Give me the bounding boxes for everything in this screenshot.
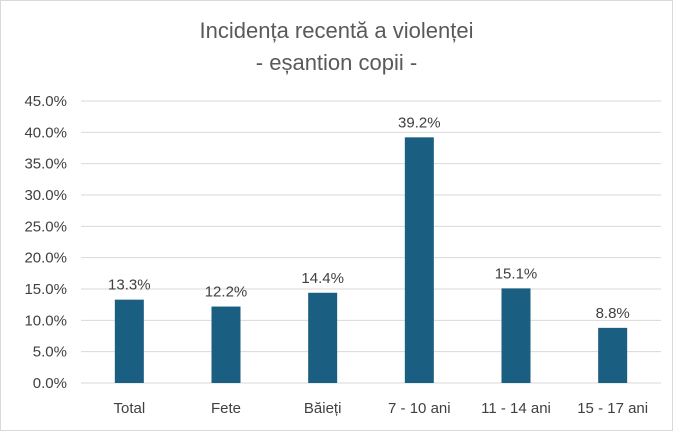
chart-title-block: Incidența recentă a violenței - eșantion… [1,15,672,79]
data-label-3: 39.2% [398,114,441,131]
data-label-1: 12.2% [205,284,248,301]
y-tick-label-3: 15.0% [24,281,67,298]
bar-0 [114,299,144,383]
y-tick-label-1: 5.0% [33,344,67,361]
y-tick-label-9: 45.0% [24,93,67,110]
x-tick-label-0: Total [113,400,145,417]
bar-1 [211,306,241,383]
chart-title: Incidența recentă a violenței [199,18,474,43]
y-tick-label-5: 25.0% [24,218,67,235]
y-tick-label-8: 40.0% [24,124,67,141]
y-tick-label-0: 0.0% [33,375,67,392]
y-tick-label-4: 20.0% [24,250,67,267]
x-tick-label-1: Fete [211,400,241,417]
bar-2 [308,292,338,383]
x-tick-label-3: 7 - 10 ani [388,400,451,417]
data-label-0: 13.3% [108,277,151,294]
y-tick-label-7: 35.0% [24,156,67,173]
y-tick-label-6: 30.0% [24,187,67,204]
x-tick-label-4: 11 - 14 ani [481,400,551,417]
y-tick-label-2: 10.0% [24,312,67,329]
data-label-4: 15.1% [495,265,538,282]
data-label-2: 14.4% [301,270,344,287]
data-label-5: 8.8% [596,305,630,322]
x-tick-label-2: Băieți [304,400,342,417]
bar-4 [501,288,531,383]
bar-3 [404,137,434,383]
bar-5 [598,327,628,383]
x-tick-label-5: 15 - 17 ani [577,400,648,417]
chart-subtitle: - eșantion copii - [255,50,418,75]
